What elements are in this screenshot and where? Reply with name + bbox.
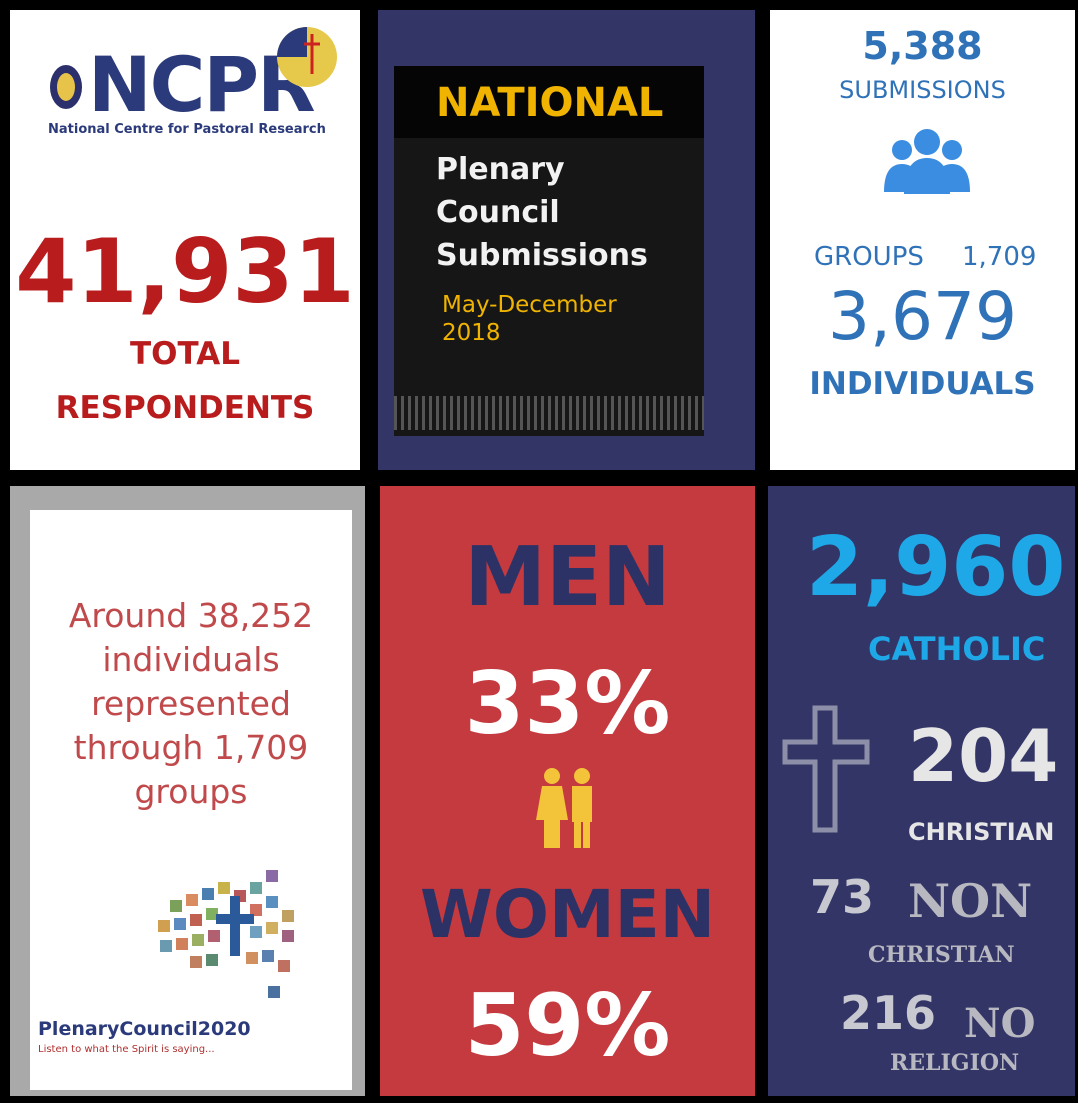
plenary-name: PlenaryCouncil2020 [38, 1018, 251, 1040]
represented-card: Around 38,252 individuals represented th… [30, 510, 352, 1090]
couple-icon [536, 768, 592, 848]
submissions-label: SUBMISSIONS [839, 76, 1006, 104]
plenary-tagline: Listen to what the Spirit is saying... [38, 1044, 215, 1055]
represented-line: represented [91, 684, 291, 723]
total-label: TOTAL [130, 336, 240, 372]
catholic-number: 2,960 [806, 520, 1066, 615]
cross-icon [782, 705, 870, 833]
panel-respondents: NCPR National Centre for Pastoral Resear… [10, 10, 360, 470]
groups-number: 1,709 [962, 242, 1037, 272]
individuals-number: 3,679 [828, 278, 1017, 355]
panel-gender: MEN 33% WOMEN 59% [380, 486, 755, 1096]
title-card: NATIONAL Plenary Council Submissions May… [394, 66, 704, 436]
people-icon [884, 129, 970, 194]
title-heading: NATIONAL [436, 80, 664, 126]
represented-line: individuals [102, 640, 280, 679]
groups-label: GROUPS [814, 242, 924, 272]
christian-label: CHRISTIAN [908, 818, 1055, 846]
men-label: MEN [464, 530, 671, 625]
crest-icon [50, 65, 82, 109]
individuals-label: INDIVIDUALS [809, 366, 1036, 402]
men-value: 33% [464, 654, 671, 754]
represented-line: Around 38,252 [68, 596, 314, 635]
panel-religion: 2,960 CATHOLIC 204 CHRISTIAN 73 NON CHRI… [768, 486, 1075, 1096]
globe-icon [277, 27, 337, 87]
title-band [394, 66, 704, 138]
represented-line: through 1,709 [73, 728, 309, 767]
non-christian-number: 73 [810, 870, 875, 924]
women-value: 59% [464, 976, 671, 1076]
total-label: RESPONDENTS [55, 390, 315, 426]
no-religion-label: NO [964, 1000, 1036, 1047]
catholic-label: CATHOLIC [868, 630, 1046, 668]
australia-mosaic [158, 870, 294, 998]
no-religion-number: 216 [840, 986, 937, 1040]
panel-represented: Around 38,252 individuals represented th… [10, 486, 365, 1096]
title-line: Council [436, 195, 560, 230]
fringe [394, 396, 704, 430]
title-dates: May-December [442, 292, 617, 318]
title-dates: 2018 [442, 320, 501, 346]
submissions-number: 5,388 [862, 24, 983, 68]
represented-line: groups [134, 772, 248, 811]
non-christian-label: NON [908, 874, 1033, 928]
christian-number: 204 [908, 714, 1059, 798]
ncpr-subtitle: National Centre for Pastoral Research [48, 122, 326, 137]
no-religion-label: RELIGION [890, 1050, 1020, 1076]
women-label: WOMEN [420, 876, 715, 953]
non-christian-label: CHRISTIAN [868, 942, 1015, 968]
panel-submissions: 5,388 SUBMISSIONS GROUPS 1,709 3,679 IND… [770, 10, 1075, 470]
total-number: 41,931 [15, 220, 355, 323]
title-line: Submissions [436, 238, 648, 273]
title-line: Plenary [436, 152, 565, 187]
panel-title: NATIONAL Plenary Council Submissions May… [378, 10, 755, 470]
